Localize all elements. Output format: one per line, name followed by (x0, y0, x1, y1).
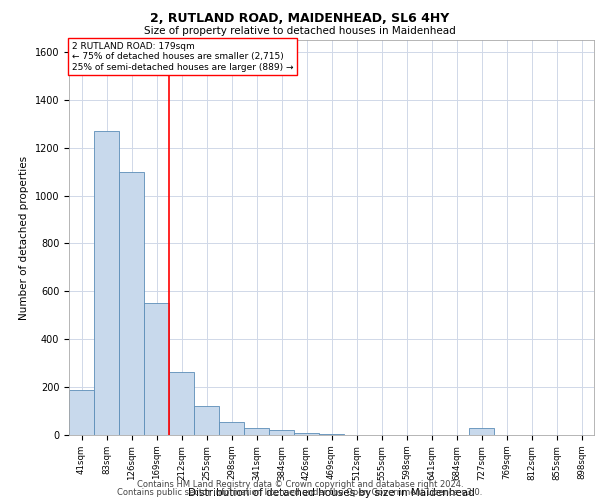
Bar (169, 372, 194, 435)
Text: 2, RUTLAND ROAD, MAIDENHEAD, SL6 4HY: 2, RUTLAND ROAD, MAIDENHEAD, SL6 4HY (151, 12, 449, 26)
Bar (94, 131, 119, 435)
Text: Contains public sector information licensed under the Open Government Licence v3: Contains public sector information licen… (118, 488, 482, 497)
Bar (294, 432, 319, 435)
Bar (244, 428, 269, 435)
X-axis label: Distribution of detached houses by size in Maidenhead: Distribution of detached houses by size … (188, 488, 475, 498)
Y-axis label: Number of detached properties: Number of detached properties (19, 156, 29, 320)
Bar (319, 434, 344, 435)
Bar (219, 422, 244, 435)
Bar (194, 406, 219, 435)
Bar (144, 304, 169, 435)
Bar (469, 428, 494, 435)
Text: Contains HM Land Registry data © Crown copyright and database right 2024.: Contains HM Land Registry data © Crown c… (137, 480, 463, 489)
Text: Size of property relative to detached houses in Maidenhead: Size of property relative to detached ho… (144, 26, 456, 36)
Bar (119, 172, 144, 435)
Bar (269, 430, 294, 435)
Text: 2 RUTLAND ROAD: 179sqm
← 75% of detached houses are smaller (2,715)
25% of semi-: 2 RUTLAND ROAD: 179sqm ← 75% of detached… (71, 42, 293, 72)
Bar (69, 390, 94, 435)
